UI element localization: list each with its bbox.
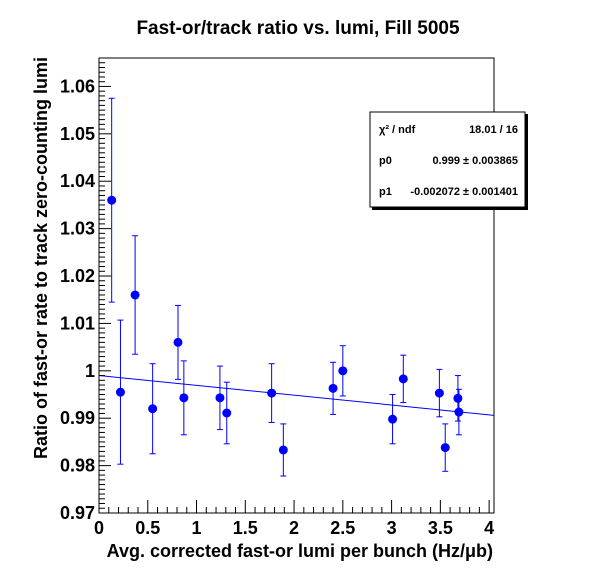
y-tick-label: 1.03 (60, 219, 95, 239)
stats-row-value: -0.002072 ± 0.001401 (410, 186, 518, 198)
x-tick-label: 2 (289, 518, 299, 538)
x-tick-label: 2.5 (330, 518, 355, 538)
stats-row-label: χ² / ndf (379, 124, 416, 136)
y-tick-label: 1.01 (60, 313, 95, 333)
data-point (434, 388, 444, 398)
x-tick-label: 3 (387, 518, 397, 538)
x-tick-label: 3.5 (428, 518, 453, 538)
data-point (398, 374, 408, 384)
stats-row-value: 0.999 ± 0.003865 (432, 155, 518, 167)
data-point (107, 195, 117, 205)
data-point (453, 393, 463, 403)
y-tick-label: 1 (85, 361, 95, 381)
data-point (328, 383, 338, 393)
y-tick-label: 0.97 (60, 503, 95, 523)
x-tick-label: 4 (484, 518, 494, 538)
stats-row-value: 18.01 / 16 (469, 124, 518, 136)
fit-stats-box: χ² / ndf 18.01 / 16 p0 0.999 ± 0.003865 … (369, 111, 528, 210)
y-tick-label: 0.98 (60, 456, 95, 476)
stats-box-frame (369, 111, 526, 208)
stats-row-label: p0 (379, 155, 392, 167)
fit-line-layer (98, 375, 495, 416)
data-point (130, 290, 140, 300)
x-axis: 0 0.5 1 1.5 2 2.5 3 3.5 4 (94, 500, 494, 538)
y-tick-label: 1.05 (60, 124, 95, 144)
chart-title: Fast-or/track ratio vs. lumi, Fill 5005 (136, 18, 460, 39)
y-tick-label: 0.99 (60, 408, 95, 428)
stats-box-shadow-bottom (372, 207, 528, 210)
data-point (179, 393, 189, 403)
data-point (388, 414, 398, 424)
data-point (278, 445, 288, 455)
data-point (173, 337, 183, 347)
x-axis-title: Avg. corrected fast-or lumi per bunch (H… (107, 541, 493, 561)
data-point (215, 393, 225, 403)
data-point (115, 387, 125, 397)
data-point (267, 388, 277, 398)
stats-box-shadow-right (525, 114, 528, 209)
data-point (454, 407, 464, 417)
data-points-layer (107, 97, 464, 477)
y-tick-label: 1.02 (60, 266, 95, 286)
x-tick-label: 0 (94, 518, 104, 538)
y-tick-label: 1.04 (60, 171, 95, 191)
data-point (148, 404, 158, 414)
x-tick-label: 1 (192, 518, 202, 538)
y-tick-label: 1.06 (60, 76, 95, 96)
data-point (440, 443, 450, 453)
data-point (338, 366, 348, 376)
x-tick-label: 1.5 (233, 518, 258, 538)
fit-line (98, 375, 495, 416)
data-point (222, 408, 232, 418)
stats-row-label: p1 (379, 186, 392, 198)
y-axis: 0.97 0.98 0.99 1 1.01 1.02 1.03 1.04 1.05 1.06 (60, 57, 111, 523)
y-axis-title: Ratio of fast-or rate to track zero-coun… (31, 57, 51, 459)
x-tick-label: 0.5 (135, 518, 160, 538)
